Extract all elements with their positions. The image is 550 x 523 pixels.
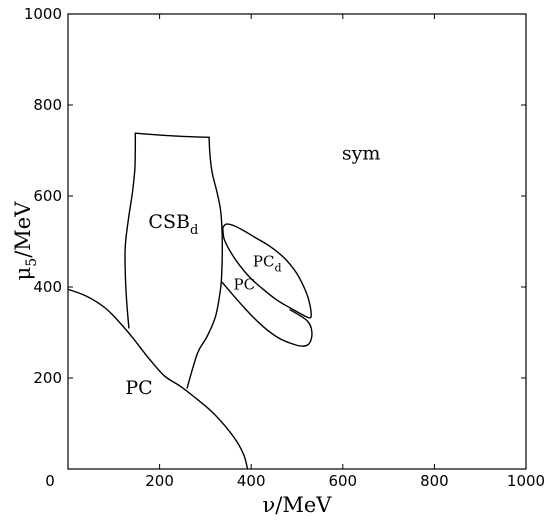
y-axis-label: μ5/MeV (11, 201, 40, 281)
y-tick-label: 1000 (24, 5, 62, 23)
boundary-pc-lobe (221, 281, 313, 347)
boundary-pcd-lobe (222, 223, 312, 319)
x-tick-label: 800 (420, 472, 449, 490)
y-tick-label: 200 (33, 369, 62, 387)
x-axis-label: ν/MeV (263, 493, 333, 517)
boundary-csbd-top (134, 132, 210, 138)
y-axis-ticks: 200 400 600 800 1000 (24, 5, 526, 387)
region-label-sym: sym (342, 143, 381, 165)
plot-frame (67, 13, 527, 470)
x-tick-label: 200 (145, 472, 174, 490)
y-tick-label: 400 (33, 278, 62, 296)
x-axis-ticks: 0 200 400 600 800 1000 (45, 14, 545, 490)
boundary-csbd-right (186, 136, 223, 389)
boundary-csbd-left (124, 132, 137, 329)
y-tick-label: 600 (33, 187, 62, 205)
boundary-pc-lower (67, 288, 249, 470)
x-tick-label: 600 (328, 472, 357, 490)
y-tick-label: 800 (33, 96, 62, 114)
region-label-pc-small: PC (234, 275, 256, 293)
x-tick-label: 1000 (507, 472, 545, 490)
region-label-pc-low: PC (125, 377, 152, 399)
region-label-csbd: CSBd (148, 211, 198, 238)
x-tick-label: 0 (45, 472, 55, 490)
x-tick-label: 400 (237, 472, 266, 490)
region-label-pcd: PCd (253, 253, 282, 275)
phase-boundaries (67, 132, 313, 470)
